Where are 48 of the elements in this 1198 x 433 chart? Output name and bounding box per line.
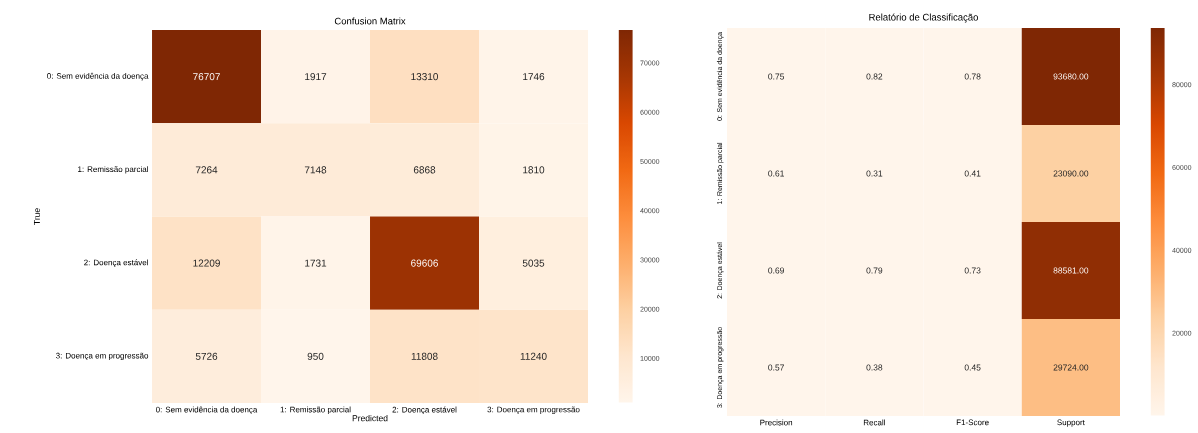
x-tick-label: Recall [863, 419, 885, 426]
data-label: 0.38 [866, 364, 883, 371]
chart-title: Confusion Matrix [334, 17, 406, 25]
data-label: 11240 [520, 352, 547, 360]
data-label: 1731 [305, 259, 327, 267]
data-label: 69606 [411, 259, 438, 267]
x-tick-label: 2: Doença estável [392, 406, 457, 415]
data-label: 29724.00 [1053, 364, 1089, 371]
data-label: 7264 [195, 166, 218, 174]
data-label: 23090.00 [1053, 170, 1089, 177]
data-label: 0.78 [964, 73, 981, 80]
chart-title: Relatório de Classificação [869, 13, 978, 23]
data-label: 11808 [411, 352, 438, 360]
x-tick-label: Support [1057, 419, 1085, 427]
data-label: 93680.00 [1053, 73, 1089, 80]
data-label: 0.75 [768, 73, 785, 80]
data-label: 0.31 [866, 170, 883, 177]
data-label: 0.45 [964, 364, 981, 371]
x-tick-label: 0: Sem evidência da doença [155, 406, 258, 415]
y-tick-label: 2: Doença estável [84, 259, 148, 267]
data-label: 1917 [305, 73, 327, 81]
data-label: 5726 [195, 352, 218, 360]
data-label: 0.73 [964, 267, 981, 274]
y-tick-label: 3: Doença em progressão [55, 352, 149, 361]
data-label: 6868 [413, 166, 436, 174]
x-tick-label: 1: Remissão parcial [280, 406, 351, 414]
data-label: 0.79 [866, 267, 883, 274]
data-label: 0.82 [866, 73, 883, 80]
data-label: 5035 [522, 259, 545, 267]
data-label: 1746 [523, 73, 545, 81]
data-label: 0.41 [964, 170, 981, 177]
y-axis-title: True [33, 208, 40, 225]
data-label: 7148 [304, 166, 327, 174]
y-tick-label: 0: Sem evidência da doença [47, 72, 149, 81]
data-label: 13310 [411, 73, 439, 81]
data-label: 88581.00 [1053, 267, 1089, 274]
data-label: 12209 [193, 259, 220, 267]
data-label: 0.57 [768, 364, 784, 371]
x-tick-label: 3: Doença em progressão [487, 406, 580, 414]
x-tick-label: F1-Score [956, 419, 989, 426]
y-tick-label: 1: Remissão parcial [78, 166, 148, 174]
x-axis-title: Predicted [352, 414, 388, 422]
data-label: 1810 [523, 166, 545, 174]
data-label: 0.69 [768, 267, 784, 274]
x-tick-label: Precision [760, 419, 793, 426]
data-label: 0.61 [768, 170, 784, 177]
data-label: 950 [307, 352, 324, 360]
data-label: 76707 [193, 73, 220, 81]
